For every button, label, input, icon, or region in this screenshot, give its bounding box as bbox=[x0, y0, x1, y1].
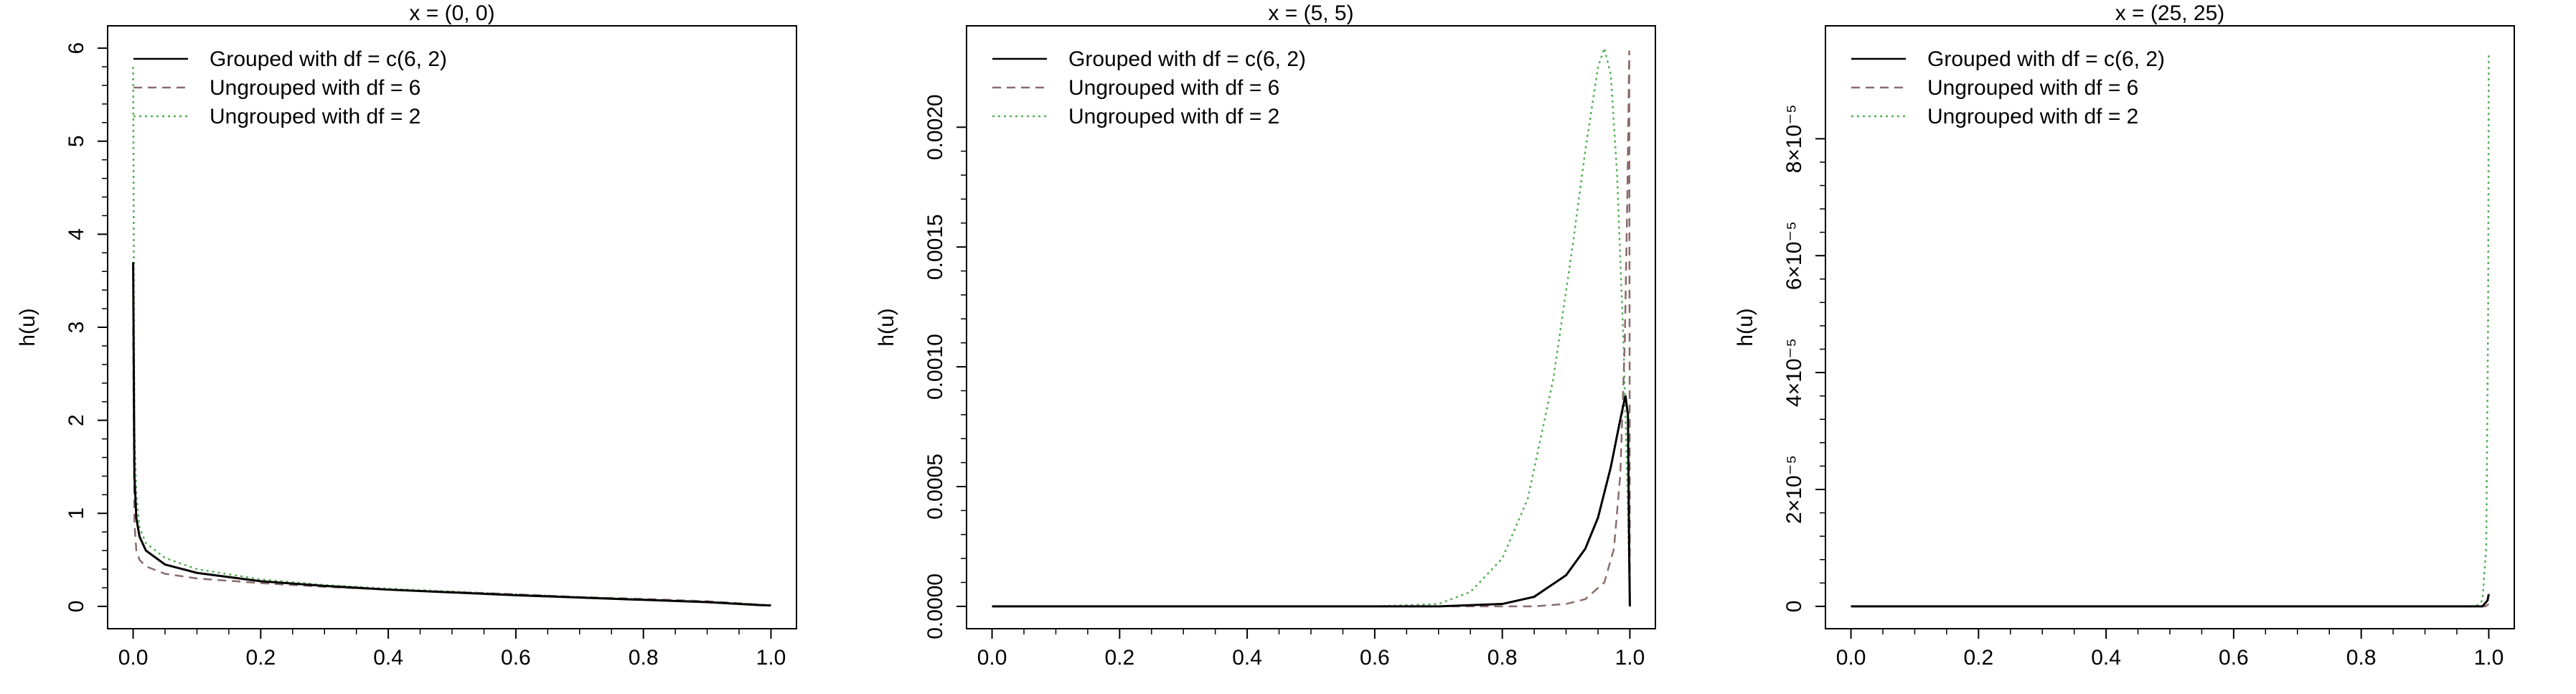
y-axis-label: h(u) bbox=[875, 308, 898, 346]
x-tick-label: 0.0 bbox=[118, 646, 149, 670]
x-tick-label: 0.4 bbox=[373, 646, 403, 670]
y-tick-label: 0.0005 bbox=[923, 454, 947, 520]
x-tick-label: 0.8 bbox=[629, 646, 659, 670]
x-tick-label: 0.0 bbox=[977, 646, 1007, 670]
series-grouped-line bbox=[132, 262, 771, 607]
y-tick-label: 3 bbox=[65, 322, 88, 334]
y-tick-label: 0.0015 bbox=[923, 214, 947, 280]
x-tick-label: 0.2 bbox=[1104, 646, 1134, 670]
y-tick-label: 1 bbox=[65, 507, 88, 520]
y-tick-label: 5 bbox=[65, 135, 88, 147]
series-grouped-line bbox=[1851, 594, 2490, 608]
y-tick-label: 0.0020 bbox=[923, 94, 947, 160]
series-ungrouped-df6-line bbox=[132, 327, 771, 606]
y-tick-label: 6×10⁻⁵ bbox=[1782, 221, 1806, 290]
x-tick-label: 0.6 bbox=[1360, 646, 1390, 670]
legend-label: Grouped with df = c(6, 2) bbox=[1068, 47, 1306, 71]
legend-label: Ungrouped with df = 6 bbox=[210, 76, 420, 100]
legend-label: Ungrouped with df = 2 bbox=[1068, 105, 1279, 128]
legend-label: Grouped with df = c(6, 2) bbox=[1927, 47, 2165, 71]
legend-label: Ungrouped with df = 6 bbox=[1068, 76, 1279, 100]
series-ungrouped-df2-line bbox=[1851, 54, 2490, 608]
y-tick-label: 4×10⁻⁵ bbox=[1782, 338, 1806, 407]
y-tick-label: 4 bbox=[65, 228, 88, 240]
series-grouped-line bbox=[992, 395, 1631, 608]
legend-label: Ungrouped with df = 2 bbox=[1927, 105, 2138, 128]
series-ungrouped-df6-line bbox=[1851, 603, 2490, 608]
series-ungrouped-df6-line bbox=[992, 50, 1631, 608]
y-tick-label: 2 bbox=[65, 414, 88, 426]
chart-panel-2: x = (5, 5) h(u) 0.0 0.2 0.4 0.6 0.8 1.0 0.0000 0.… bbox=[875, 1, 1656, 670]
y-axis-label: h(u) bbox=[16, 308, 39, 346]
y-axis-label: h(u) bbox=[1734, 308, 1757, 346]
y-tick-label: 6 bbox=[65, 42, 88, 55]
y-tick-label: 0 bbox=[1782, 601, 1806, 613]
x-tick-label: 0.8 bbox=[2346, 646, 2377, 670]
x-tick-label: 0.2 bbox=[1963, 646, 1993, 670]
y-tick-label: 0.0000 bbox=[923, 573, 947, 639]
x-tick-label: 0.4 bbox=[2091, 646, 2121, 670]
x-tick-label: 1.0 bbox=[1615, 646, 1645, 670]
chart-title: x = (0, 0) bbox=[409, 1, 494, 25]
x-tick-label: 0.6 bbox=[501, 646, 531, 670]
legend-label: Ungrouped with df = 2 bbox=[210, 105, 420, 128]
y-tick-label: 2×10⁻⁵ bbox=[1782, 455, 1806, 524]
x-tick-label: 0.2 bbox=[245, 646, 276, 670]
x-tick-label: 0.6 bbox=[2219, 646, 2249, 670]
chart-panel-1: x = (0, 0) h(u) 0.0 0.2 0.4 0.6 0.8 1.0 0 1 2 3 4 5 6 G… bbox=[16, 1, 797, 670]
x-tick-label: 0.4 bbox=[1232, 646, 1262, 670]
chart-title: x = (25, 25) bbox=[2115, 1, 2225, 25]
chart-title: x = (5, 5) bbox=[1268, 1, 1353, 25]
series-ungrouped-df2-line bbox=[132, 67, 771, 606]
x-tick-label: 1.0 bbox=[756, 646, 786, 670]
legend-label: Grouped with df = c(6, 2) bbox=[210, 47, 447, 71]
y-tick-label: 8×10⁻⁵ bbox=[1782, 104, 1806, 173]
legend-label: Ungrouped with df = 6 bbox=[1927, 76, 2138, 100]
chart-panel-3: x = (25, 25) h(u) 0.0 0.2 0.4 0.6 0.8 1.0 0 2×10⁻… bbox=[1734, 1, 2515, 670]
x-tick-label: 0.8 bbox=[1487, 646, 1518, 670]
x-tick-label: 1.0 bbox=[2474, 646, 2504, 670]
x-tick-label: 0.0 bbox=[1836, 646, 1866, 670]
y-tick-label: 0 bbox=[65, 601, 88, 613]
series-ungrouped-df2-line bbox=[992, 44, 1631, 608]
y-tick-label: 0.0010 bbox=[923, 334, 947, 400]
